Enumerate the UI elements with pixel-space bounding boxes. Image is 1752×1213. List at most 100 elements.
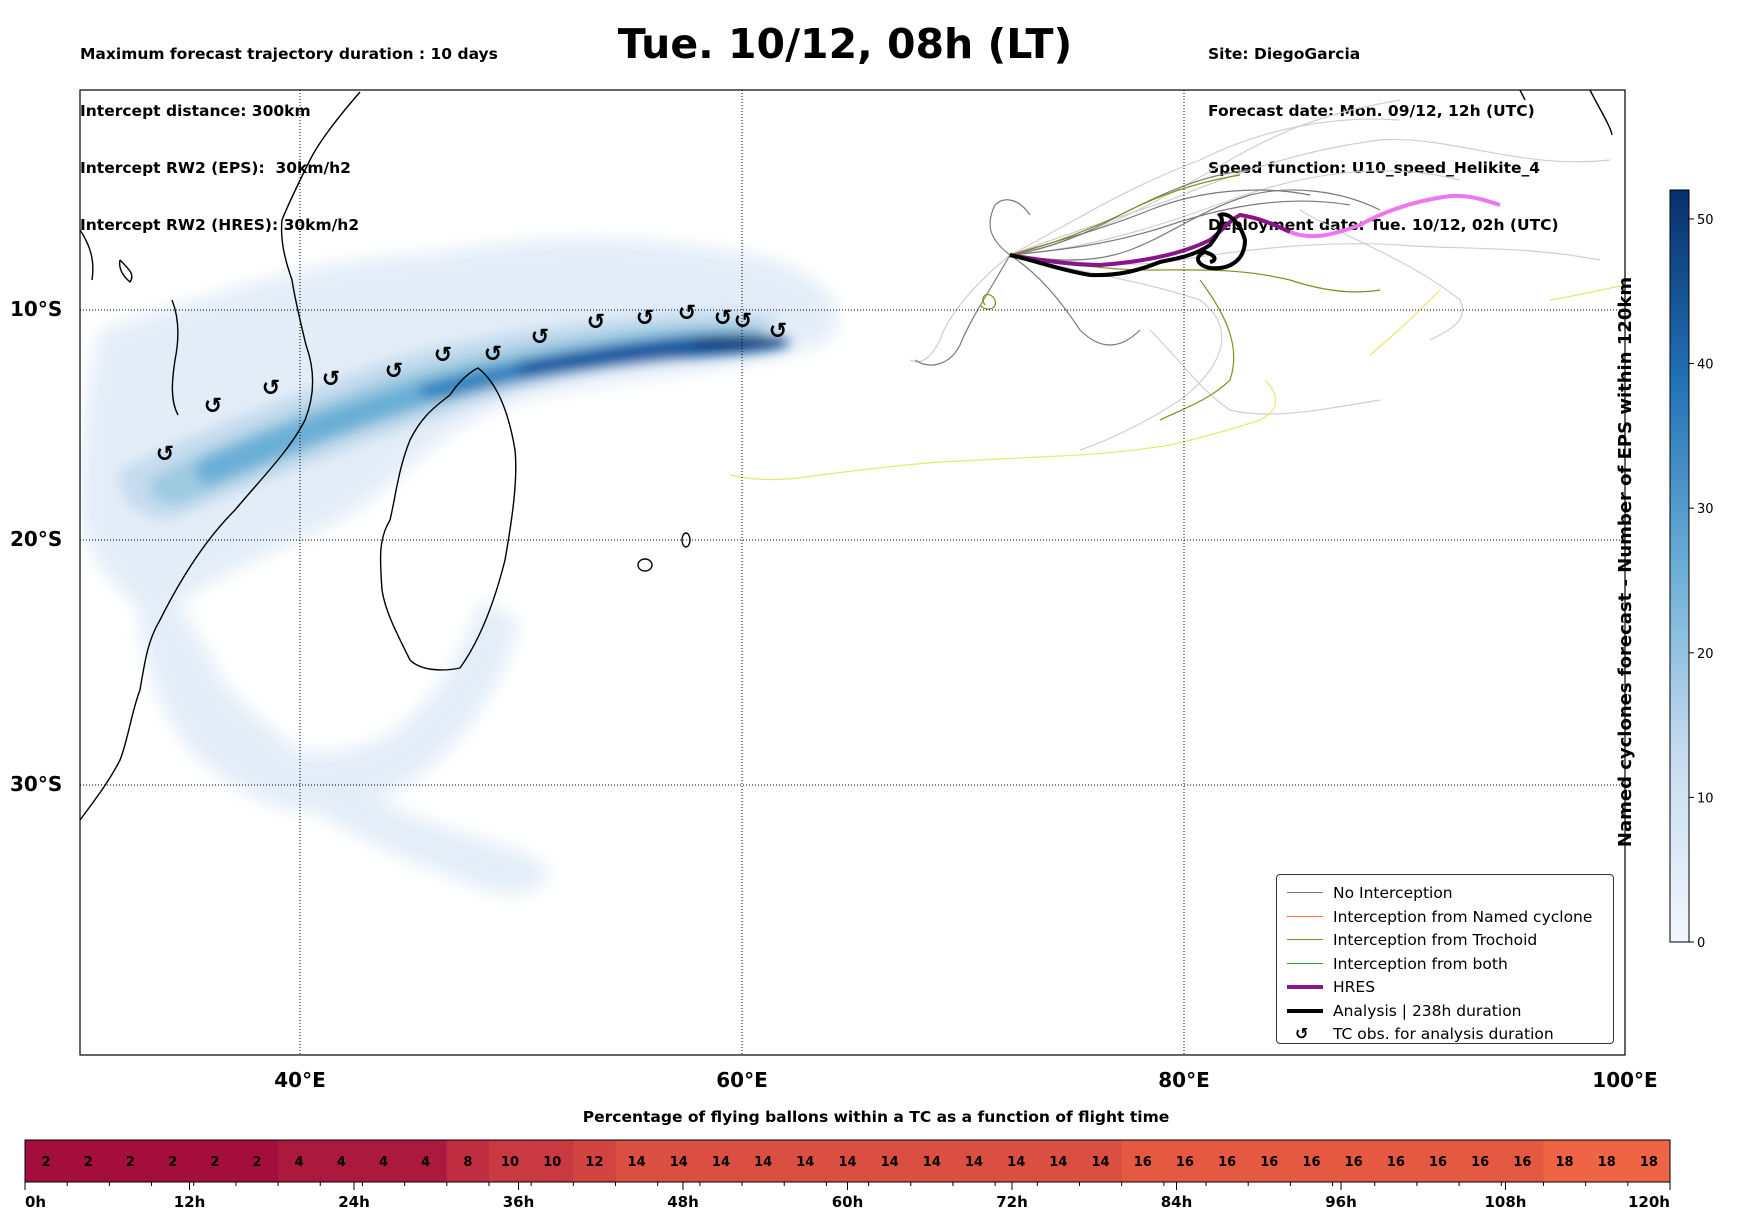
lon-label: 100°E — [1592, 1068, 1657, 1092]
lon-label: 80°E — [1158, 1068, 1210, 1092]
legend-swatch — [1287, 915, 1323, 917]
hres-track — [1009, 212, 1291, 268]
strip-cell — [1206, 1140, 1249, 1182]
cyclone-symbol-icon: ↺ — [769, 319, 787, 344]
cyclone-symbol-icon: ↺ — [678, 301, 696, 326]
strip-cell — [1627, 1140, 1671, 1182]
header-left: Maximum forecast trajectory duration : 1… — [80, 7, 498, 254]
strip-cell — [1290, 1140, 1334, 1182]
coastlines — [80, 90, 1613, 821]
legend-swatch — [1287, 962, 1323, 964]
header-left-line: Maximum forecast trajectory duration : 1… — [80, 45, 498, 63]
strip-value: 14 — [1092, 1155, 1110, 1170]
strip-value: 14 — [1007, 1155, 1025, 1170]
strip-cell — [25, 1140, 68, 1182]
trajectory-bundle — [729, 99, 1625, 481]
colorbar-tick-label: 30 — [1697, 502, 1714, 517]
strip-value: 2 — [126, 1155, 135, 1170]
strip-title: Percentage of flying ballons within a TC… — [582, 1108, 1170, 1126]
time-label: 96h — [1325, 1193, 1357, 1211]
strip-cell — [362, 1140, 406, 1182]
flight-time-strip: 2 2 2 2 2 2 4 4 4 4 8 10 10 12 14 14 14 14 14 14 14 14 14 14 14 1… — [24, 1139, 1671, 1186]
strip-cell — [1374, 1140, 1418, 1182]
lat-label: 30°S — [10, 772, 62, 796]
legend-item: Interception from both — [1277, 954, 1613, 974]
strip-value: 14 — [712, 1155, 730, 1170]
legend-label: Analysis | 238h duration — [1333, 1001, 1522, 1020]
strip-value: 4 — [421, 1155, 430, 1170]
strip-value: 10 — [501, 1155, 519, 1170]
legend-label: Interception from both — [1333, 954, 1508, 973]
strip-cell — [235, 1140, 279, 1182]
legend-item: Interception from Trochoid — [1277, 930, 1613, 950]
tc-observations: ↺↺↺ ↺ ↺↺ ↺↺↺ ↺ ↺ ↺ ↺ ↺ — [156, 301, 787, 467]
colorbar — [1669, 189, 1690, 943]
cyclone-symbol-icon: ↺ — [714, 306, 732, 331]
colorbar-label: Named cyclones forecast - Number of EPS … — [1615, 276, 1636, 848]
cyclone-symbol-icon: ↺ — [204, 394, 222, 419]
strip-value: 18 — [1556, 1155, 1574, 1170]
colorbar-tick-label: 50 — [1697, 213, 1714, 228]
strip-value: 4 — [379, 1155, 388, 1170]
colorbar-tick-label: 0 — [1697, 936, 1705, 951]
strip-cell — [151, 1140, 195, 1182]
header-left-line: Intercept RW2 (EPS): 30km/h2 — [80, 159, 351, 177]
time-label: 60h — [832, 1193, 864, 1211]
strip-value: 10 — [543, 1155, 561, 1170]
cyclone-symbol-icon: ↺ — [156, 442, 174, 467]
time-label: 108h — [1485, 1193, 1527, 1211]
lon-label: 60°E — [716, 1068, 768, 1092]
lat-label: 10°S — [10, 297, 62, 321]
cyclone-symbol-icon: ↺ — [385, 359, 403, 384]
strip-value: 16 — [1260, 1155, 1278, 1170]
cyclone-symbol-icon: ↺ — [434, 343, 452, 368]
strip-cell — [615, 1140, 659, 1182]
strip-cell — [657, 1140, 701, 1182]
strip-cell — [1037, 1140, 1080, 1182]
strip-cell — [1079, 1140, 1123, 1182]
time-label: 72h — [996, 1193, 1028, 1211]
legend-label: Interception from Trochoid — [1333, 931, 1538, 949]
cyclone-symbol-icon: ↺ — [531, 325, 549, 350]
strip-value: 2 — [210, 1155, 219, 1170]
colorbar-tick-label: 20 — [1697, 647, 1714, 662]
cyclone-symbol-icon: ↺ — [484, 342, 502, 367]
flight-time-axis: 0h 12h 24h 36h 48h 60h 72h 84h 96h 108h 120h — [24, 1182, 1671, 1211]
strip-cell — [67, 1140, 110, 1182]
strip-value: 14 — [965, 1155, 983, 1170]
strip-value: 2 — [252, 1155, 261, 1170]
strip-value: 18 — [1598, 1155, 1616, 1170]
strip-value: 18 — [1640, 1155, 1658, 1170]
legend-label: Interception from Named cyclone — [1333, 907, 1593, 926]
header-right-line: Site: DiegoGarcia — [1208, 45, 1361, 63]
strip-cell — [1121, 1140, 1165, 1182]
cyclone-symbol-icon: ↺ — [636, 306, 654, 331]
legend: No Interception Interception from Named c… — [1276, 874, 1614, 1044]
map-frame — [79, 89, 1626, 1056]
strip-cell — [573, 1140, 617, 1182]
time-label: 36h — [503, 1193, 535, 1211]
legend-item: HRES — [1277, 977, 1613, 997]
colorbar-tick-label: 40 — [1697, 358, 1714, 373]
strip-value: 2 — [84, 1155, 93, 1170]
cyclone-symbol-icon: ↺ — [1295, 1024, 1309, 1043]
strip-value: 14 — [670, 1155, 688, 1170]
strip-value: 12 — [585, 1155, 603, 1170]
strip-value: 14 — [796, 1155, 814, 1170]
lon-label: 40°E — [274, 1068, 326, 1092]
strip-value: 14 — [754, 1155, 772, 1170]
strip-cell — [910, 1140, 954, 1182]
strip-value: 16 — [1302, 1155, 1320, 1170]
header-right-line: Forecast date: Mon. 09/12, 12h (UTC) — [1208, 102, 1535, 120]
strip-cell — [784, 1140, 827, 1182]
map-title: Tue. 10/12, 08h (LT) — [617, 20, 1073, 68]
strip-cell — [531, 1140, 574, 1182]
strip-value: 14 — [1049, 1155, 1067, 1170]
cyclone-symbol-icon: ↺ — [262, 376, 280, 401]
lat-label: 20°S — [10, 527, 62, 551]
time-label: 84h — [1161, 1193, 1193, 1211]
legend-label: TC obs. for analysis duration — [1333, 1025, 1554, 1043]
header-left-line: Intercept distance: 300km — [80, 102, 311, 120]
strip-cell — [1585, 1140, 1629, 1182]
